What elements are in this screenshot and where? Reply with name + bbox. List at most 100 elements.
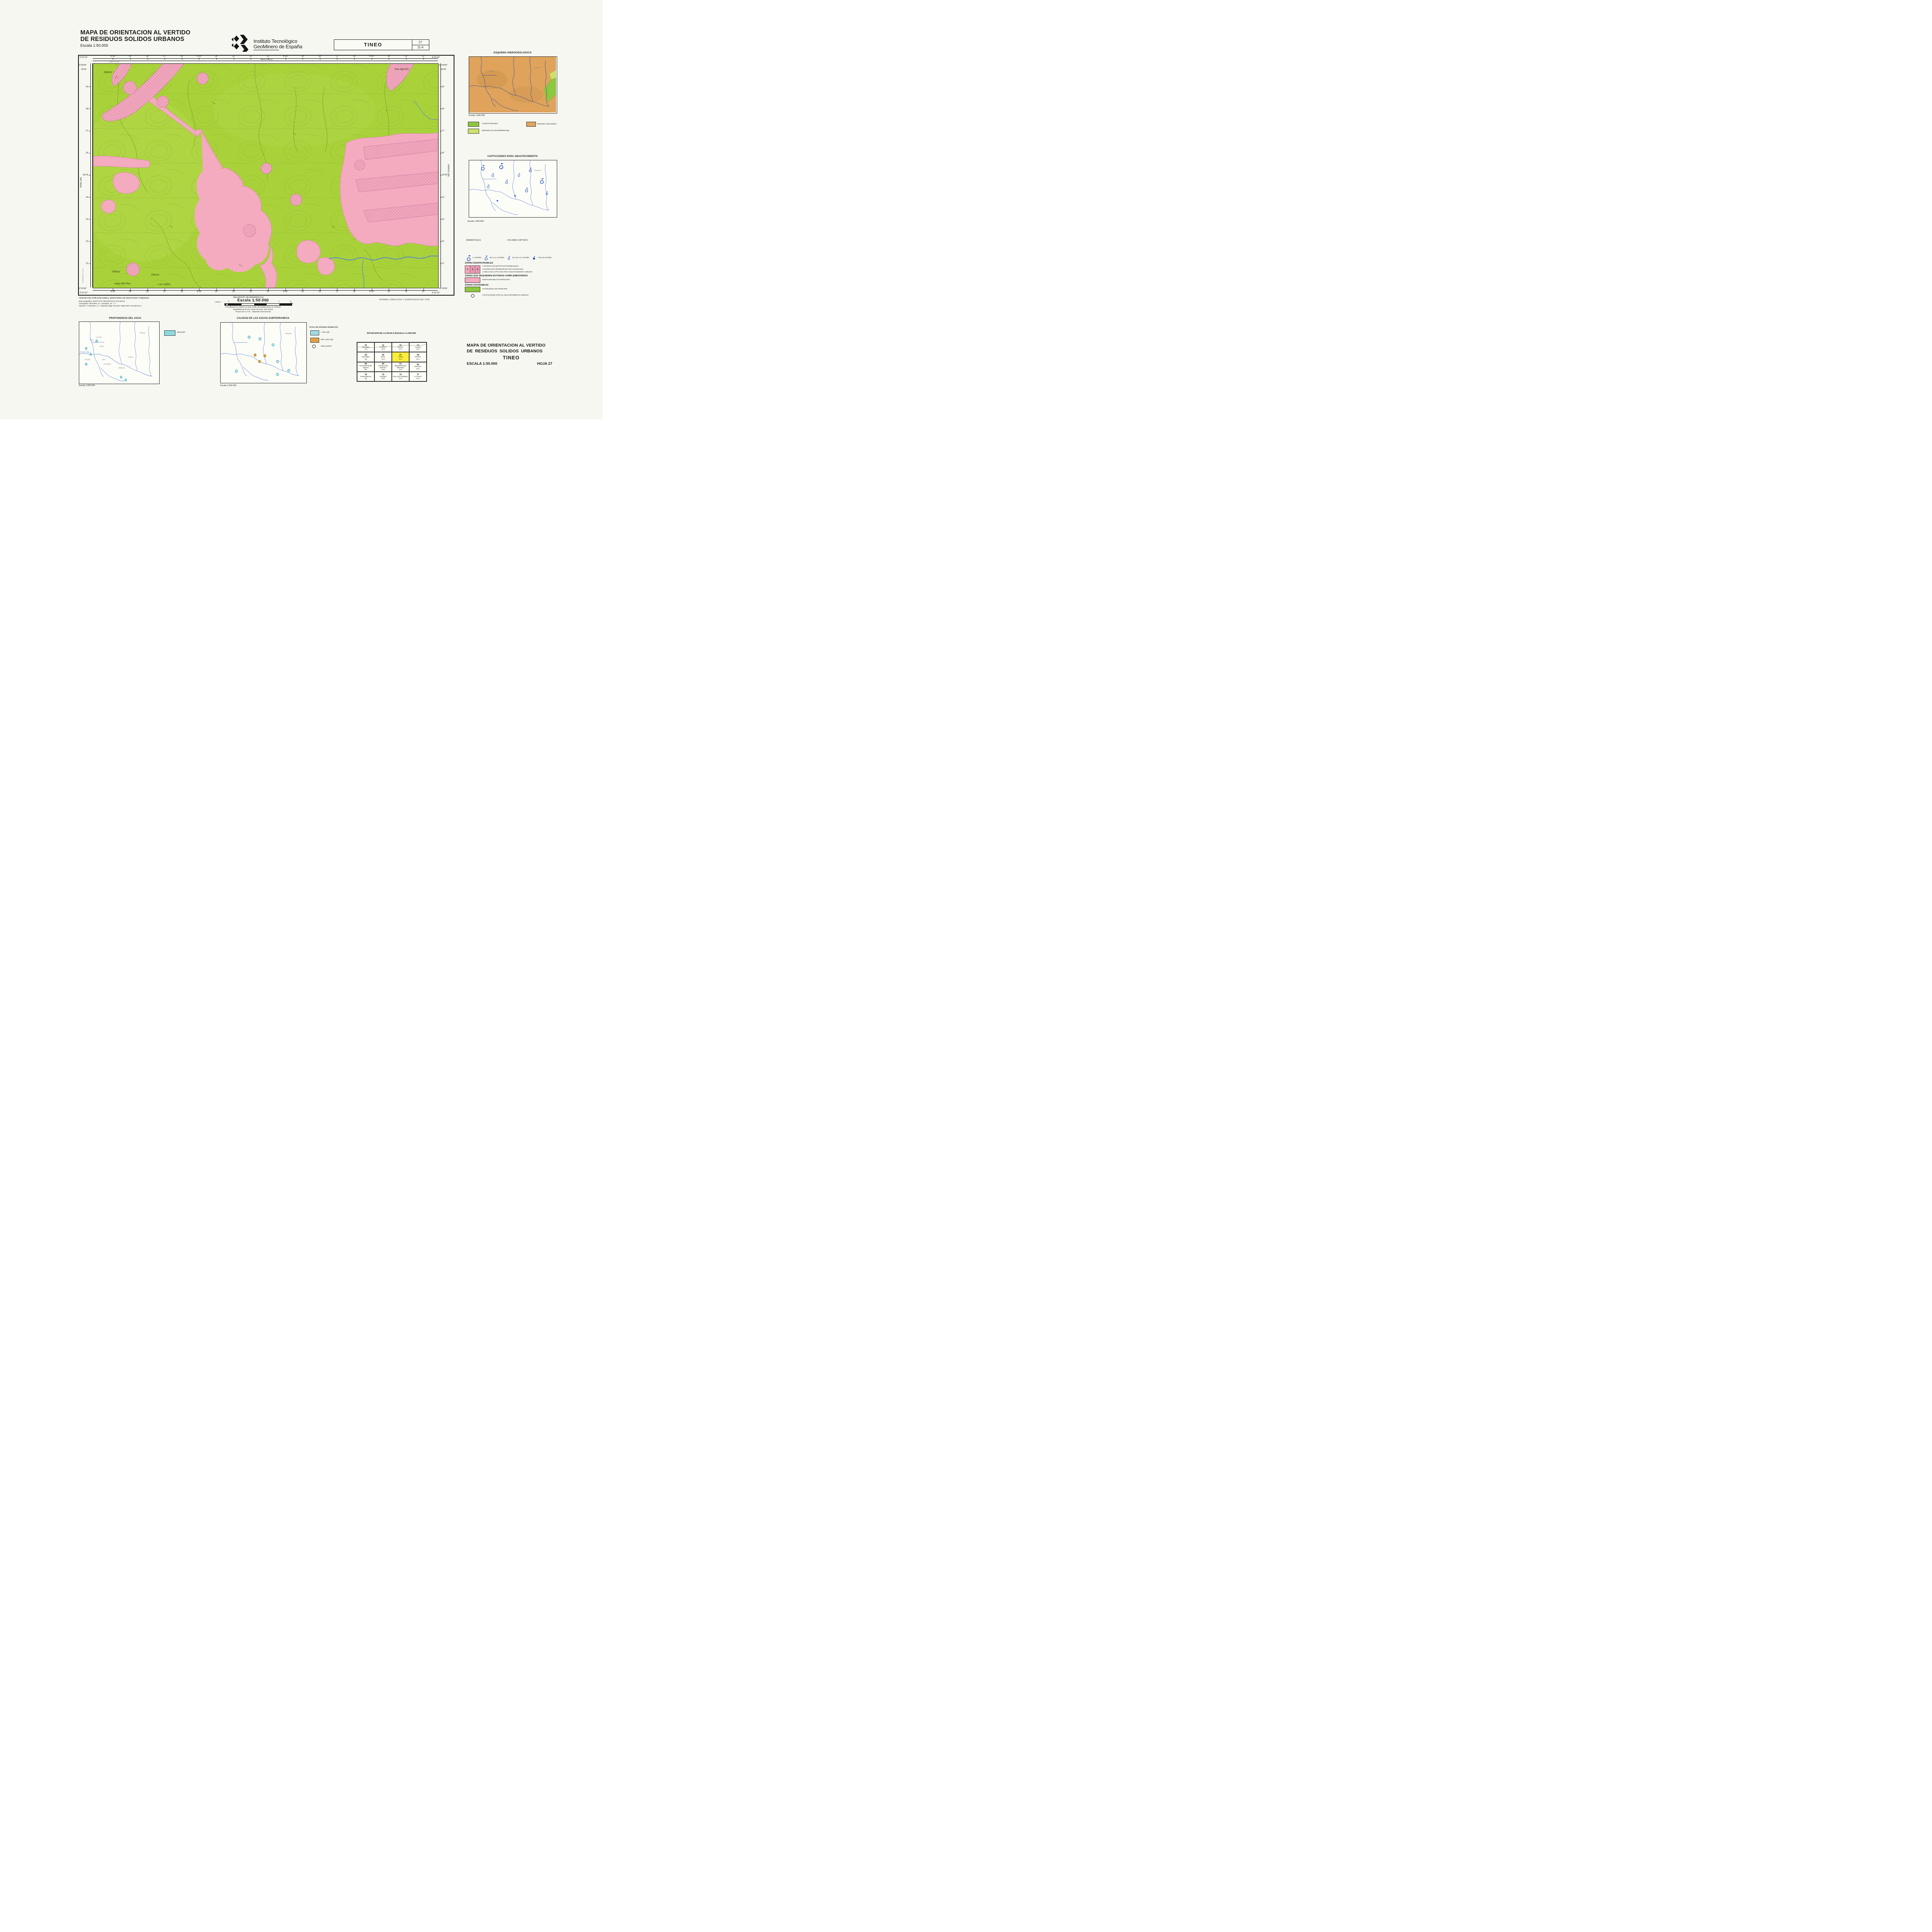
- sheet-title: MAPA DE ORIENTACION AL VERTIDO DE RESIDU…: [80, 29, 190, 43]
- scalebar-note-line: Proyección U.T.M. - Elipsoide internacio…: [235, 311, 271, 313]
- scalebar-note-line: Las altitudes se refieren al nivel medio…: [225, 306, 281, 308]
- scalebar-labels: 0 1 2 3 4 5 Km.: [228, 301, 294, 304]
- sheet-scale: Escala 1:50.000: [80, 44, 108, 48]
- swatch-number: 2: [470, 266, 475, 273]
- scalebar-left-label: 1.000 m.: [215, 301, 221, 303]
- situacion-cell-number: 50: [382, 363, 384, 366]
- lat-ticks-left: 29' 28' 27' 26' 43°25' 24' 23' 22' 21': [77, 76, 90, 275]
- lon-tick-label: 17': [328, 289, 346, 294]
- calidad-cyan-points: [235, 335, 291, 376]
- situacion-cell-name: GRADO: [415, 356, 421, 358]
- lon-tick-label: 17': [328, 55, 346, 60]
- lon-ticks-top: 6°30' 29' 28' 27' 26' 6°25' 24' 23' 22' 21' 6°20' 1…: [104, 55, 432, 60]
- svg-text:Mallecina: Mallecina: [118, 367, 125, 369]
- situacion-cell-number: 52: [417, 364, 419, 366]
- scalebar-km-label: 0: [228, 301, 230, 303]
- svg-text:Muñas: Muñas: [99, 345, 104, 347]
- footer-title-line2: DE RESIDUOS SOLIDOS URBANOS: [467, 349, 543, 354]
- sheet-id-box: TINEO 27 11-4: [334, 39, 429, 50]
- calidad-label-puntual: Valor puntual: [321, 345, 332, 347]
- zonas-estudios-title: ZONAS QUE REQUIEREN ESTUDIOS COMPLEMENTA…: [465, 274, 528, 277]
- lat-label-top-left: 43°30'04": [78, 64, 87, 66]
- profundidad-legend-swatch: [164, 330, 175, 336]
- zonas-captaciones-label: CAPTACIONES PARA EL ABASTECIMIEN­TO URBA…: [482, 294, 529, 296]
- place-label: Molino: [104, 71, 112, 74]
- situacion-cell-name: BOAL: [381, 356, 386, 358]
- valor-puntual-icon: [312, 345, 316, 348]
- drainage-lines: [116, 63, 389, 288]
- spring-icon: [507, 256, 510, 260]
- legend-swatch-fisurados: [468, 122, 479, 127]
- lon-tick-label: 19': [294, 55, 311, 60]
- lat-ticks-right: 29' 28' 27' 26' 43°25' 24' 23' 22' 21': [440, 76, 453, 275]
- lon-tick-label: 14': [380, 55, 398, 60]
- utm-grid-label-right: 40°30': [441, 68, 447, 71]
- lon-tick-label: 12': [415, 55, 432, 60]
- lon-tick-label: 13': [398, 55, 415, 60]
- svg-text:Carcedo: Carcedo: [96, 336, 102, 338]
- situacion-cell-code: 9-6: [364, 378, 367, 380]
- situacion-cell-name: PROAZA: [414, 366, 422, 368]
- profundidad-map: Carcedo Muñas Paredes Castañedo Mallecin…: [79, 321, 160, 384]
- lon-tick-label: 23': [225, 55, 242, 60]
- svg-text:Río de la Vieja: Río de la Vieja: [80, 351, 90, 353]
- situacion-cell-code: 9-3: [364, 348, 367, 350]
- esquema-scale: Escala 1:200.000: [469, 114, 485, 117]
- inset-place-label: Villavaler: [534, 170, 541, 172]
- captaciones-title: CAPTACIONES PARA ABASTECIMIENTO: [487, 155, 538, 158]
- situacion-cell-code: 10-4: [381, 358, 385, 360]
- lon-tick-label: 16': [346, 55, 363, 60]
- situacion-cell-code: 11-6: [399, 378, 402, 380]
- zonas-favorables-swatch: [465, 287, 480, 292]
- situacion-cell-code: 10-5: [381, 369, 385, 371]
- manantial-dots: [85, 339, 127, 382]
- credits-line: CENTRO DE PUBLICACIONES, MINISTERIO DE I…: [79, 297, 149, 299]
- footer-scale: ESCALA 1:50.000: [467, 362, 497, 366]
- place-label: Los Valles: [158, 283, 171, 286]
- zonas-desfavorables-title: ZONAS DESFAVORABLES: [465, 262, 493, 264]
- scalebar-km-label: 4: [278, 301, 279, 303]
- situacion-cell-code: 12-5: [416, 367, 420, 370]
- lat-tick-label: 28': [440, 98, 453, 120]
- situacion-cell-number: 51: [399, 363, 402, 366]
- lon-tick-label: 16': [346, 289, 363, 294]
- situacion-cell-name: GEDREZ: [379, 375, 387, 378]
- scalebar-km-label: 3: [265, 301, 267, 303]
- lon-tick-label: 26': [173, 289, 191, 294]
- svg-text:Castañedo: Castañedo: [104, 363, 111, 365]
- credits-line: Base geográfica: INSTITUTO GEOGRAFICO NA…: [79, 300, 125, 302]
- situacion-cell-code: 11-5: [399, 369, 402, 371]
- lon-tick-label: 29': [122, 289, 139, 294]
- calidad-map-canvas: Villavaler: [220, 322, 306, 382]
- profundidad-map-canvas: Carcedo Muñas Paredes Castañedo Mallecin…: [79, 321, 158, 383]
- scalebar-km-label: 2: [253, 301, 255, 303]
- river-lines: [328, 100, 439, 288]
- lat-tick-label: 22': [440, 231, 453, 253]
- lon-tick-label: 12': [415, 289, 432, 294]
- normas-note: NORMAS, DIRECCION Y SUPERVISION DEL ITGE: [379, 299, 430, 301]
- lon-tick-label: 6°15': [363, 289, 380, 294]
- spring-icon: [533, 256, 536, 260]
- captaciones-legend-label: < de 0,01 hm³/año: [537, 256, 552, 259]
- captaciones-legend-label: de 0,1 a 1 hm³/año: [490, 256, 504, 259]
- situacion-cell: 77 LA PLAZA 12-6: [409, 371, 427, 381]
- situacion-cell-code: 10-3: [381, 348, 385, 350]
- situacion-cell: 28 GRADO 12-4: [409, 352, 427, 362]
- map-ruler-left: [90, 63, 93, 287]
- situacion-cell-number: 75: [382, 373, 384, 376]
- esquema-title: ESQUEMA HIDROGEOLOGICO: [493, 51, 532, 54]
- lon-tick-label: 29': [122, 55, 139, 60]
- lon-tick-label: 6°30': [104, 289, 122, 294]
- calidad-swatch-orange: [310, 338, 319, 343]
- lon-tick-label: 18': [311, 55, 329, 60]
- situacion-cell: 11 LUARCA 10-3: [374, 342, 392, 352]
- captaciones-scale: Escala 1:200.000: [468, 220, 484, 223]
- situacion-cell: 75 GEDREZ 10-6: [374, 371, 392, 381]
- situacion-cell-name: BELMONTE DE MIRANDA: [395, 365, 406, 369]
- lon-tick-label: 28': [139, 289, 156, 294]
- lon-tick-label: 6°15': [363, 55, 380, 60]
- spring-icon: [467, 255, 471, 261]
- zonas-favorables-title: ZONAS FAVORABLES: [465, 284, 489, 286]
- corner-lon-top-left: 6°31'10": [80, 56, 88, 59]
